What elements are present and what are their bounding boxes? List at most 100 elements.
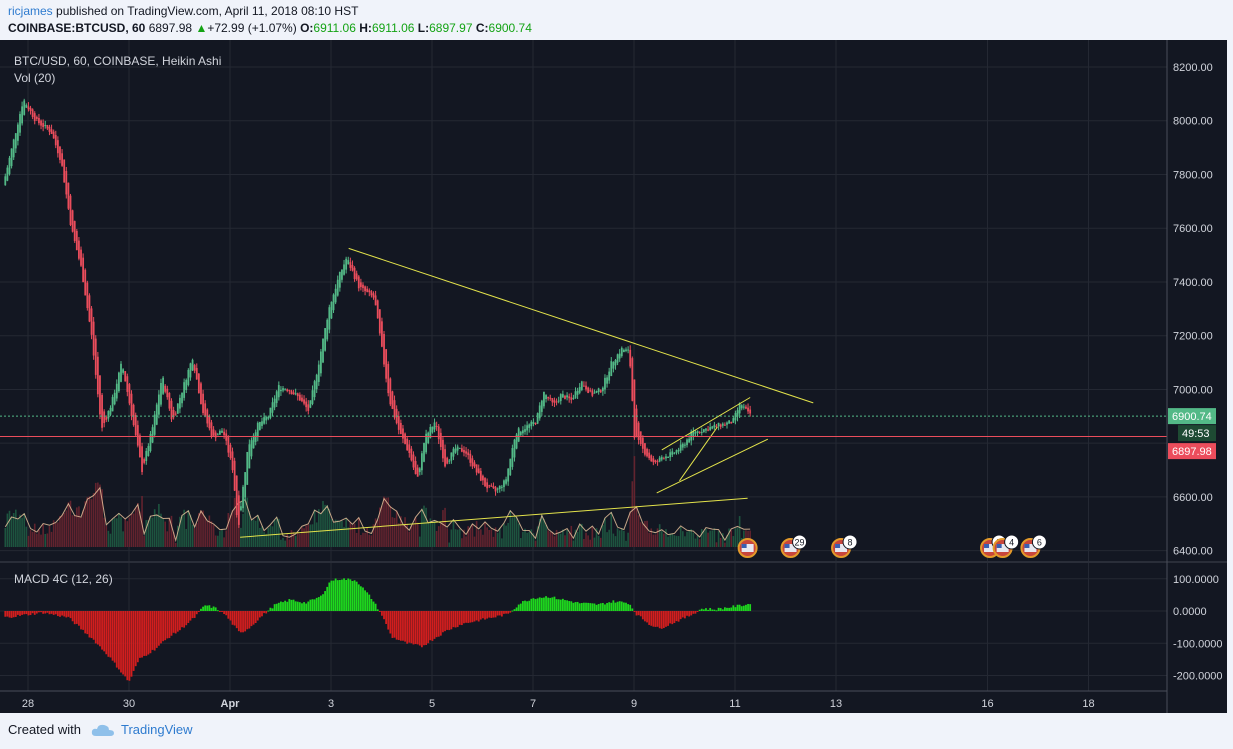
volume-bar — [111, 518, 114, 547]
macd-bar — [317, 597, 320, 611]
candle — [667, 456, 669, 458]
high-value: 6911.06 — [371, 21, 415, 35]
candle — [519, 431, 522, 435]
candle — [555, 401, 558, 403]
candle — [414, 461, 417, 475]
volume-bar — [113, 517, 116, 547]
volume-bar — [206, 521, 209, 547]
created-with-text: Created with — [8, 722, 81, 737]
macd-bar — [576, 601, 579, 611]
candle — [101, 394, 103, 428]
volume-bar — [364, 532, 366, 547]
volume-bar — [231, 510, 234, 547]
candle — [702, 429, 705, 433]
macd-bar — [730, 607, 733, 611]
macd-bar — [734, 607, 737, 611]
candle — [237, 495, 240, 525]
volume-bar — [193, 528, 196, 547]
candle — [94, 338, 97, 375]
volume-bar — [267, 527, 270, 547]
macd-bar — [486, 611, 489, 619]
candle — [391, 391, 394, 409]
candle — [118, 372, 120, 392]
volume-bar — [210, 521, 213, 547]
macd-bar — [208, 605, 211, 611]
volume-bar — [461, 538, 463, 547]
candle — [606, 377, 608, 384]
macd-bar — [111, 611, 114, 661]
candle — [248, 444, 251, 469]
macd-bar — [65, 611, 68, 618]
macd-bar — [597, 604, 600, 611]
volume-bar — [642, 524, 644, 547]
volume-bar — [181, 515, 183, 547]
macd-bar — [648, 611, 651, 625]
macd-bar — [292, 599, 295, 611]
candle — [183, 382, 186, 398]
candle — [513, 439, 516, 458]
candle — [267, 416, 270, 419]
macd-axis[interactable]: 100.0000 0.0000 -100.0000 -200.0000 — [1173, 574, 1223, 683]
macd-bar — [21, 611, 24, 615]
macd-bar — [681, 611, 684, 618]
candle — [14, 133, 17, 149]
macd-bar — [334, 578, 337, 611]
volume-bar — [44, 533, 47, 547]
macd-bar — [282, 602, 284, 611]
macd-bar — [42, 611, 45, 614]
candle — [675, 450, 678, 453]
macd-bar — [193, 611, 196, 618]
volume-bar — [67, 502, 70, 547]
macd-bar — [120, 611, 122, 673]
volume-bar — [185, 528, 188, 547]
macd-bar — [665, 611, 667, 627]
candle — [78, 240, 80, 259]
candle — [662, 458, 665, 460]
volume-bar — [296, 531, 299, 547]
macd-bar — [324, 591, 327, 611]
candle — [627, 349, 630, 351]
candle — [353, 267, 356, 280]
volume-bar — [627, 532, 629, 547]
candle — [305, 401, 308, 408]
price-axis[interactable]: 8200.00 8000.00 7800.00 7600.00 7400.00 7200.… — [1168, 62, 1216, 558]
macd-bar — [250, 611, 253, 627]
volume-bar — [471, 524, 474, 547]
chart-area[interactable]: 29 8 5 4 6 8200.00 8000.00 7800.00 7600.00 7400.… — [0, 40, 1227, 713]
macd-bar — [23, 611, 26, 615]
volume-bar — [120, 517, 122, 547]
tradingview-link[interactable]: TradingView — [120, 722, 193, 737]
macd-bar — [429, 611, 432, 641]
volume-bar — [134, 507, 137, 547]
macd-bar — [355, 581, 358, 611]
candle — [99, 375, 101, 415]
trendline — [240, 497, 748, 538]
candle — [517, 428, 520, 442]
candle — [286, 389, 289, 391]
event-count-label: 6 — [1037, 538, 1042, 548]
volume-bar — [610, 511, 613, 547]
volume-bar — [440, 523, 442, 547]
candle — [705, 428, 707, 431]
author-link[interactable]: ricjames — [8, 4, 53, 18]
macd-bar — [517, 604, 520, 611]
macd-bar — [242, 611, 244, 633]
macd-bar — [452, 611, 455, 628]
macd-bar — [99, 611, 101, 647]
time-axis[interactable]: 28 30 Apr 3 5 7 9 11 13 16 18 — [22, 698, 1095, 710]
macd-bar — [164, 611, 167, 641]
volume-bar — [174, 542, 177, 547]
chart-svg[interactable]: 29 8 5 4 6 8200.00 8000.00 7800.00 7600.00 7400.… — [0, 40, 1227, 713]
macd-bar — [742, 605, 745, 611]
macd-bar — [656, 611, 659, 627]
macd-bar — [431, 611, 434, 641]
candle — [686, 439, 688, 446]
candle — [724, 424, 726, 426]
candle — [503, 480, 505, 488]
macd-bar — [35, 611, 38, 614]
macd-bar — [231, 611, 234, 625]
candle — [740, 405, 743, 409]
volume-bar — [418, 536, 421, 547]
volume-bar — [501, 538, 503, 547]
macd-bar — [650, 611, 653, 626]
